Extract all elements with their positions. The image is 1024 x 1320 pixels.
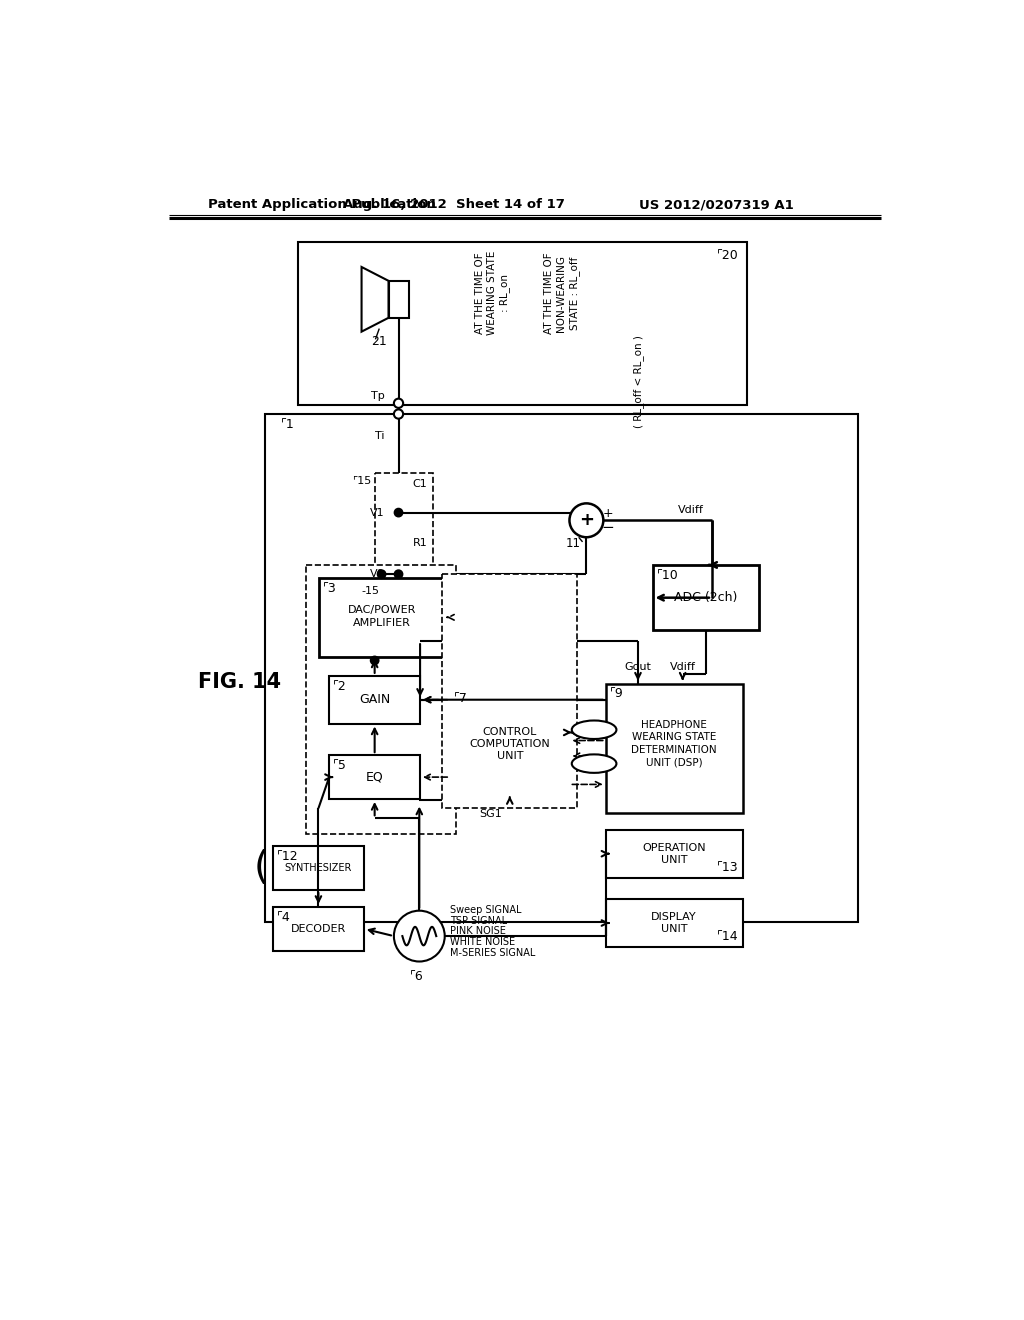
Bar xyxy=(319,578,444,656)
Circle shape xyxy=(394,409,403,418)
Text: AT THE TIME OF
NON-WEARING
STATE : RL_off: AT THE TIME OF NON-WEARING STATE : RL_of… xyxy=(544,252,580,334)
Bar xyxy=(298,242,746,405)
Bar xyxy=(605,684,742,813)
Text: TSP SIGNAL: TSP SIGNAL xyxy=(451,916,507,925)
Ellipse shape xyxy=(571,755,616,774)
Text: Ti: Ti xyxy=(375,430,385,441)
Text: Vdiff: Vdiff xyxy=(670,661,695,672)
Text: Vdiff: Vdiff xyxy=(678,504,705,515)
Text: 11: 11 xyxy=(565,537,581,550)
Text: ⌜10: ⌜10 xyxy=(656,569,678,582)
Bar xyxy=(265,414,858,923)
Text: EQ: EQ xyxy=(366,771,384,784)
Circle shape xyxy=(569,503,603,537)
Bar xyxy=(605,899,742,946)
Bar xyxy=(273,907,364,950)
Text: CONTROL: CONTROL xyxy=(482,727,537,737)
Text: ⌜6: ⌜6 xyxy=(410,970,424,983)
Text: DAC/POWER: DAC/POWER xyxy=(347,605,416,615)
Circle shape xyxy=(394,399,403,408)
Circle shape xyxy=(378,570,385,578)
Text: DECODER: DECODER xyxy=(291,924,346,933)
Bar xyxy=(306,565,457,834)
Text: US 2012/0207319 A1: US 2012/0207319 A1 xyxy=(639,198,794,211)
Bar xyxy=(442,574,578,808)
Bar xyxy=(571,730,616,763)
Text: R1: R1 xyxy=(413,539,427,548)
Text: ⌜2: ⌜2 xyxy=(333,680,347,693)
Text: ⌜20: ⌜20 xyxy=(717,249,739,263)
Text: ⌜3: ⌜3 xyxy=(323,582,337,595)
Text: UNIT (DSP): UNIT (DSP) xyxy=(646,758,702,767)
Text: SG1: SG1 xyxy=(479,809,502,818)
Text: C1: C1 xyxy=(413,479,427,490)
Bar xyxy=(376,473,433,589)
Text: ⌜4: ⌜4 xyxy=(276,911,291,924)
Text: +: + xyxy=(579,511,594,529)
Text: ⌜9: ⌜9 xyxy=(609,688,624,701)
Text: ⌜12: ⌜12 xyxy=(276,850,298,863)
Text: SYNTHESIZER: SYNTHESIZER xyxy=(285,863,352,873)
Bar xyxy=(330,755,420,799)
Polygon shape xyxy=(361,267,388,331)
Text: ⌜14: ⌜14 xyxy=(717,931,739,942)
Text: DISPLAY
UNIT: DISPLAY UNIT xyxy=(651,912,697,935)
Text: −: − xyxy=(601,520,614,535)
Text: DETERMINATION: DETERMINATION xyxy=(632,744,717,755)
Text: Gout: Gout xyxy=(625,661,651,672)
Polygon shape xyxy=(388,281,409,318)
Text: ⌜5: ⌜5 xyxy=(333,759,347,772)
Text: M-SERIES SIGNAL: M-SERIES SIGNAL xyxy=(451,948,536,958)
Text: Patent Application Publication: Patent Application Publication xyxy=(208,198,435,211)
Text: V0: V0 xyxy=(370,569,385,579)
Text: 21: 21 xyxy=(372,335,387,348)
Text: OPERATION
UNIT: OPERATION UNIT xyxy=(642,842,706,865)
Text: AT THE TIME OF
WEARING STATE
: RL_on: AT THE TIME OF WEARING STATE : RL_on xyxy=(474,251,510,335)
Text: ADC (2ch): ADC (2ch) xyxy=(674,591,737,605)
Bar xyxy=(330,676,420,723)
Text: (: ( xyxy=(253,849,268,887)
Text: ( RL_off < RL_on ): ( RL_off < RL_on ) xyxy=(633,335,644,428)
Text: HEADPHONE: HEADPHONE xyxy=(641,721,708,730)
Text: PINK NOISE: PINK NOISE xyxy=(451,927,506,936)
Text: V1: V1 xyxy=(370,508,385,517)
Bar xyxy=(652,565,759,631)
Bar xyxy=(605,830,742,878)
Text: FIG. 14: FIG. 14 xyxy=(199,672,282,692)
Ellipse shape xyxy=(571,721,616,739)
Text: ⌜8: ⌜8 xyxy=(575,725,590,738)
Text: Sweep SIGNAL: Sweep SIGNAL xyxy=(451,906,521,915)
Bar xyxy=(451,688,569,800)
Circle shape xyxy=(394,570,402,578)
Circle shape xyxy=(394,911,444,961)
Text: ⌜13: ⌜13 xyxy=(717,861,739,874)
Text: AMPLIFIER: AMPLIFIER xyxy=(352,619,411,628)
Text: COMPUTATION: COMPUTATION xyxy=(469,739,550,748)
Text: ⌜15: ⌜15 xyxy=(352,477,372,486)
Text: +: + xyxy=(603,507,613,520)
Text: WHITE NOISE: WHITE NOISE xyxy=(451,937,515,948)
Bar xyxy=(273,846,364,890)
Text: GAIN: GAIN xyxy=(359,693,390,706)
Text: ⌜1: ⌜1 xyxy=(281,418,295,430)
Text: -15: -15 xyxy=(361,586,379,597)
Text: ⌜7: ⌜7 xyxy=(454,692,468,705)
Circle shape xyxy=(371,656,379,664)
Text: WEARING STATE: WEARING STATE xyxy=(632,733,717,742)
Circle shape xyxy=(394,508,402,516)
Text: Tp: Tp xyxy=(371,391,385,400)
Text: Aug. 16, 2012  Sheet 14 of 17: Aug. 16, 2012 Sheet 14 of 17 xyxy=(343,198,565,211)
Text: UNIT: UNIT xyxy=(497,751,523,762)
